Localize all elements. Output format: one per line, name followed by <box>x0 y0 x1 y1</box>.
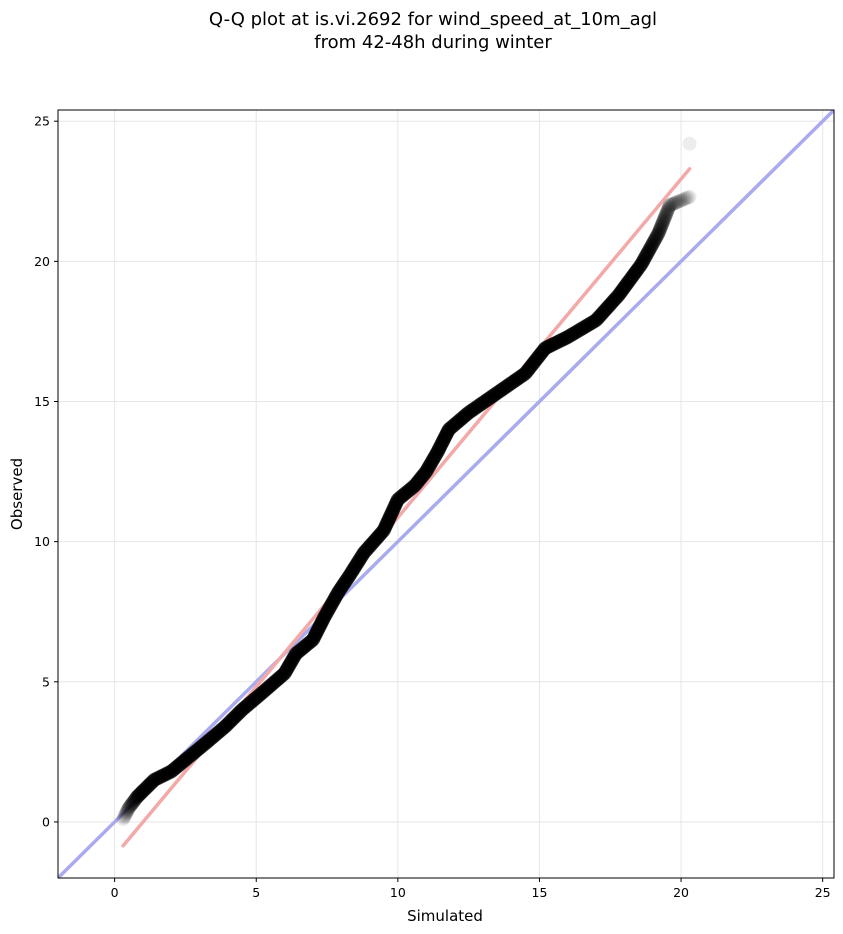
qq-point <box>636 253 651 268</box>
qq-point <box>671 194 686 209</box>
qq-point <box>641 245 656 260</box>
qq-point <box>655 216 670 231</box>
x-ticks: 0 5 10 15 20 25 <box>111 878 831 900</box>
qq-point <box>644 238 659 253</box>
y-axis-label: Observed <box>8 458 26 530</box>
plot-frame <box>57 109 835 879</box>
qq-point <box>637 252 652 267</box>
qq-point <box>655 215 670 230</box>
qq-point <box>647 233 662 248</box>
qq-points <box>116 136 697 827</box>
x-axis-label: Simulated <box>407 907 483 925</box>
qq-point <box>646 234 661 249</box>
qq-point <box>123 799 138 814</box>
qq-point <box>641 243 656 258</box>
qq-point <box>118 806 133 821</box>
qq-point <box>677 192 692 207</box>
qq-point <box>669 195 684 210</box>
qq-point <box>649 229 664 244</box>
qq-point <box>640 246 655 261</box>
qq-point <box>666 196 681 211</box>
y-tick-label: 25 <box>34 114 50 129</box>
qq-point <box>675 192 690 207</box>
qq-point <box>121 800 136 815</box>
chart-title-line-1: Q-Q plot at is.vi.2692 for wind_speed_at… <box>209 9 657 30</box>
qq-point <box>645 236 660 251</box>
qq-point <box>656 213 671 228</box>
x-tick-label: 5 <box>252 885 260 900</box>
qq-point <box>117 810 132 825</box>
qq-point <box>638 250 653 265</box>
qq-point <box>659 205 674 220</box>
y-tick-label: 5 <box>42 674 50 689</box>
x-tick-label: 25 <box>815 885 831 900</box>
qq-point <box>682 189 697 204</box>
qq-point <box>657 211 672 226</box>
qq-point <box>650 228 665 243</box>
qq-point <box>116 812 131 827</box>
qq-point <box>661 202 676 217</box>
y-tick-label: 10 <box>34 534 50 549</box>
x-tick-label: 10 <box>390 885 406 900</box>
qq-point <box>648 231 663 246</box>
qq-point <box>682 136 697 151</box>
qq-point <box>680 190 695 205</box>
qq-point <box>651 226 666 241</box>
qq-point <box>653 220 668 235</box>
qq-point <box>654 218 669 233</box>
qq-point <box>673 193 688 208</box>
qq-point <box>632 260 647 275</box>
qq-point <box>118 808 133 823</box>
qq-point <box>652 222 667 237</box>
qq-point <box>660 203 675 218</box>
qq-point <box>633 258 648 273</box>
x-tick-label: 15 <box>532 885 548 900</box>
x-tick-label: 20 <box>673 885 689 900</box>
qq-point <box>664 197 679 212</box>
qq-point <box>678 191 693 206</box>
qq-point <box>662 198 677 213</box>
qq-point <box>642 241 657 256</box>
qq-point <box>643 240 658 255</box>
y-ticks: 0 5 10 15 20 25 <box>34 114 58 829</box>
y-tick-label: 15 <box>34 394 50 409</box>
y-tick-label: 0 <box>42 814 50 829</box>
x-tick-label: 0 <box>111 885 119 900</box>
qq-point <box>658 207 673 222</box>
qq-point <box>639 248 654 263</box>
qq-point <box>635 255 650 270</box>
qq-point <box>119 804 134 819</box>
qq-point <box>634 257 649 272</box>
qq-point <box>120 802 135 817</box>
qq-point <box>668 196 683 211</box>
qq-point <box>658 209 673 224</box>
grid <box>58 110 834 878</box>
y-tick-label: 20 <box>34 254 50 269</box>
qq-point <box>652 224 667 239</box>
chart-title-line-2: from 42-48h during winter <box>314 32 552 53</box>
qq-point <box>661 200 676 215</box>
